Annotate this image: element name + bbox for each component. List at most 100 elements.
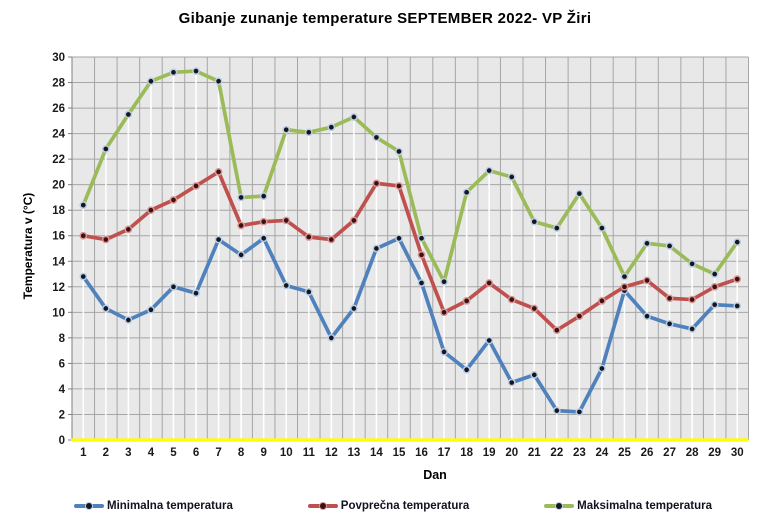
legend-line-marker-icon: [74, 499, 104, 512]
data-point-marker: [395, 234, 403, 243]
data-point-marker: [192, 289, 200, 298]
data-point-marker: [259, 192, 268, 201]
x-tick-label: 4: [148, 447, 155, 459]
data-point-marker: [124, 316, 133, 324]
data-point-marker: [643, 312, 651, 321]
y-tick-label: 18: [52, 205, 65, 217]
x-tick-label: 16: [415, 447, 428, 459]
data-point-marker: [507, 295, 516, 304]
data-point-marker: [169, 282, 178, 291]
y-tick-label: 20: [52, 180, 65, 192]
data-point-marker: [530, 304, 539, 313]
x-tick-label: 27: [663, 447, 676, 459]
data-point-marker: [395, 147, 403, 156]
x-tick-label: 10: [280, 447, 293, 459]
y-tick-label: 8: [59, 333, 66, 345]
data-point-marker: [282, 125, 291, 134]
data-point-marker: [350, 113, 358, 121]
chart-title: Gibanje zunanje temperature SEPTEMBER 20…: [178, 10, 592, 27]
data-point-marker: [485, 279, 494, 287]
data-point-marker: [485, 166, 494, 175]
x-tick-label: 26: [641, 447, 654, 459]
data-point-marker: [552, 406, 561, 415]
data-point-marker: [101, 145, 110, 153]
legend-item-maksimalna: Maksimalna temperatura: [544, 499, 712, 512]
data-point-marker: [575, 408, 584, 416]
data-point-marker: [372, 179, 381, 188]
data-point-marker: [79, 201, 88, 209]
data-point-marker: [327, 334, 336, 342]
legend: Minimalna temperatura Povprečna temperat…: [74, 499, 712, 512]
legend-line-marker-icon: [544, 499, 575, 512]
data-point-marker: [259, 217, 268, 226]
data-point-marker: [372, 133, 381, 142]
data-point-marker: [214, 168, 223, 176]
x-tick-label: 22: [550, 447, 563, 459]
x-tick-label: 20: [505, 447, 518, 459]
x-tick-label: 6: [193, 447, 199, 459]
legend-item-povprecna: Povprečna temperatura: [307, 499, 470, 512]
y-tick-label: 26: [52, 103, 65, 115]
data-point-marker: [733, 302, 742, 310]
data-point-marker: [192, 67, 200, 75]
data-point-marker: [237, 221, 245, 230]
x-tick-label: 24: [596, 447, 609, 459]
x-tick-label: 29: [708, 447, 721, 459]
y-tick-label: 10: [52, 307, 65, 319]
legend-label: Minimalna temperatura: [107, 499, 233, 512]
y-tick-label: 16: [52, 231, 65, 243]
x-tick-label: 7: [215, 447, 221, 459]
data-point-marker: [327, 123, 336, 132]
data-point-marker: [237, 193, 245, 202]
legend-label: Povprečna temperatura: [340, 499, 470, 512]
data-point-marker: [417, 234, 426, 243]
x-tick-label: 25: [618, 447, 631, 459]
x-tick-label: 21: [528, 447, 541, 459]
data-point-marker: [552, 326, 561, 335]
data-point-marker: [733, 238, 742, 246]
x-tick-label: 30: [731, 447, 744, 459]
data-point-marker: [507, 378, 516, 387]
x-axis-title: Dan: [423, 468, 447, 482]
x-tick-label: 13: [347, 447, 360, 459]
data-point-marker: [350, 216, 358, 225]
x-tick-label: 19: [483, 447, 496, 459]
data-point-marker: [79, 231, 88, 240]
data-point-marker: [530, 217, 539, 226]
data-point-marker: [124, 225, 133, 234]
y-axis-title: Temperatura v (°C): [21, 192, 35, 300]
data-point-marker: [395, 182, 403, 190]
data-point-marker: [710, 300, 719, 309]
data-point-marker: [440, 277, 448, 286]
data-point-marker: [282, 281, 291, 290]
y-tick-label: 30: [52, 52, 65, 64]
data-point-marker: [417, 279, 426, 287]
x-tick-label: 23: [573, 447, 586, 459]
data-point-marker: [214, 77, 223, 86]
data-point-marker: [259, 234, 268, 243]
data-point-marker: [282, 216, 291, 225]
y-tick-label: 14: [52, 256, 65, 268]
data-point-marker: [643, 239, 651, 248]
data-point-marker: [620, 282, 629, 291]
legend-item-minimalna: Minimalna temperatura: [74, 499, 233, 512]
legend-label: Maksimalna temperatura: [577, 499, 712, 512]
data-point-marker: [733, 275, 742, 283]
data-point-marker: [237, 251, 245, 259]
data-point-marker: [304, 233, 313, 241]
data-point-marker: [462, 365, 471, 374]
data-point-marker: [169, 68, 178, 77]
y-tick-label: 22: [52, 154, 65, 166]
y-tick-label: 4: [59, 384, 66, 396]
data-point-marker: [147, 77, 155, 86]
y-tick-label: 24: [52, 129, 65, 141]
data-point-marker: [598, 296, 606, 305]
x-tick-label: 2: [103, 447, 109, 459]
y-tick-label: 2: [59, 409, 65, 421]
data-point-marker: [372, 244, 381, 253]
data-point-marker: [417, 251, 426, 259]
y-tick-label: 0: [59, 435, 65, 447]
data-point-marker: [440, 308, 448, 317]
